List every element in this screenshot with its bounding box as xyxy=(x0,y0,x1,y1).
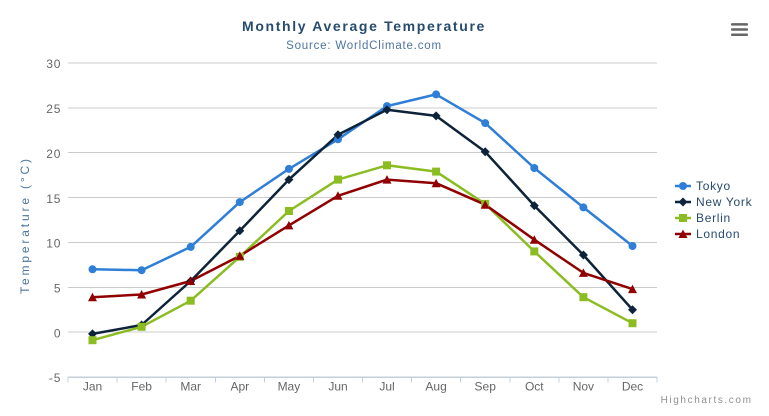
svg-text:Oct: Oct xyxy=(525,380,544,394)
svg-text:Jun: Jun xyxy=(328,380,347,394)
svg-text:10: 10 xyxy=(46,237,61,251)
svg-text:Feb: Feb xyxy=(131,380,152,394)
svg-text:Highcharts.com: Highcharts.com xyxy=(661,395,753,406)
svg-text:Monthly Average Temperature: Monthly Average Temperature xyxy=(242,18,486,34)
svg-text:Mar: Mar xyxy=(180,380,201,394)
svg-text:Berlin: Berlin xyxy=(696,211,731,225)
svg-text:20: 20 xyxy=(46,147,61,161)
svg-text:Tokyo: Tokyo xyxy=(696,179,731,193)
svg-text:15: 15 xyxy=(46,192,61,206)
svg-text:Source: WorldClimate.com: Source: WorldClimate.com xyxy=(286,40,442,52)
svg-text:0: 0 xyxy=(54,326,62,340)
svg-text:5: 5 xyxy=(54,282,62,296)
svg-text:May: May xyxy=(278,380,301,394)
svg-text:25: 25 xyxy=(46,102,61,116)
svg-text:30: 30 xyxy=(46,57,61,71)
svg-text:Aug: Aug xyxy=(425,380,446,394)
svg-text:Nov: Nov xyxy=(573,380,594,394)
svg-text:Apr: Apr xyxy=(230,380,249,394)
svg-text:Dec: Dec xyxy=(622,380,643,394)
svg-text:Jan: Jan xyxy=(83,380,102,394)
svg-text:Sep: Sep xyxy=(475,380,497,394)
svg-text:London: London xyxy=(696,227,740,241)
svg-text:New York: New York xyxy=(696,195,753,209)
svg-text:-5: -5 xyxy=(49,371,61,385)
svg-text:Jul: Jul xyxy=(379,380,394,394)
svg-text:Temperature (°C): Temperature (°C) xyxy=(18,156,32,294)
